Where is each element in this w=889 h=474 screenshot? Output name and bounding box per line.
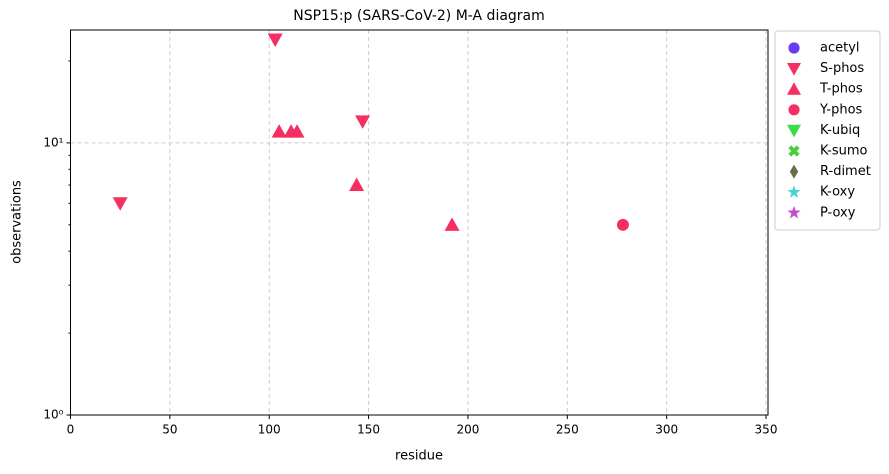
legend-label: Y-phos <box>819 102 863 117</box>
legend-marker <box>789 164 799 179</box>
data-point <box>444 217 460 231</box>
legend-label: K-ubiq <box>820 123 860 138</box>
legend-marker <box>788 42 800 54</box>
legend-label: K-oxy <box>820 185 855 200</box>
data-point <box>112 197 128 211</box>
data-point <box>616 218 629 231</box>
chart-title: NSP15:p (SARS-CoV-2) M-A diagram <box>293 8 545 24</box>
legend-marker <box>787 124 801 138</box>
x-tick-label: 300 <box>655 423 678 437</box>
legend-label: R-dimet <box>820 164 871 179</box>
x-axis-label: residue <box>395 449 443 464</box>
x-tick-label: 50 <box>162 423 177 437</box>
y-axis-label: observations <box>10 180 25 264</box>
data-point <box>355 115 371 129</box>
plot-frame <box>70 29 769 416</box>
x-tick-label: 350 <box>755 423 778 437</box>
legend-label: T-phos <box>819 82 863 97</box>
legend-marker <box>787 185 801 198</box>
legend-marker <box>788 145 800 157</box>
x-tick-label: 150 <box>357 423 380 437</box>
data-point <box>271 124 287 138</box>
legend-label: S-phos <box>820 61 864 76</box>
legend-label: P-oxy <box>820 205 856 220</box>
y-tick-label: 10¹ <box>43 135 63 149</box>
x-tick-label: 100 <box>258 423 281 437</box>
legend-box <box>774 30 881 231</box>
legend-marker <box>787 205 801 219</box>
legend-label: acetyl <box>820 41 860 56</box>
data-point <box>267 33 283 47</box>
x-tick-label: 0 <box>67 423 75 437</box>
x-tick-label: 250 <box>556 423 579 437</box>
data-point <box>289 124 305 138</box>
legend-label: K-sumo <box>820 144 868 159</box>
legend-marker <box>787 63 801 76</box>
legend-marker <box>788 104 800 116</box>
y-tick-label: 10⁰ <box>43 408 63 422</box>
data-point <box>349 177 365 192</box>
x-tick-label: 200 <box>456 423 479 437</box>
legend-marker <box>787 82 801 95</box>
